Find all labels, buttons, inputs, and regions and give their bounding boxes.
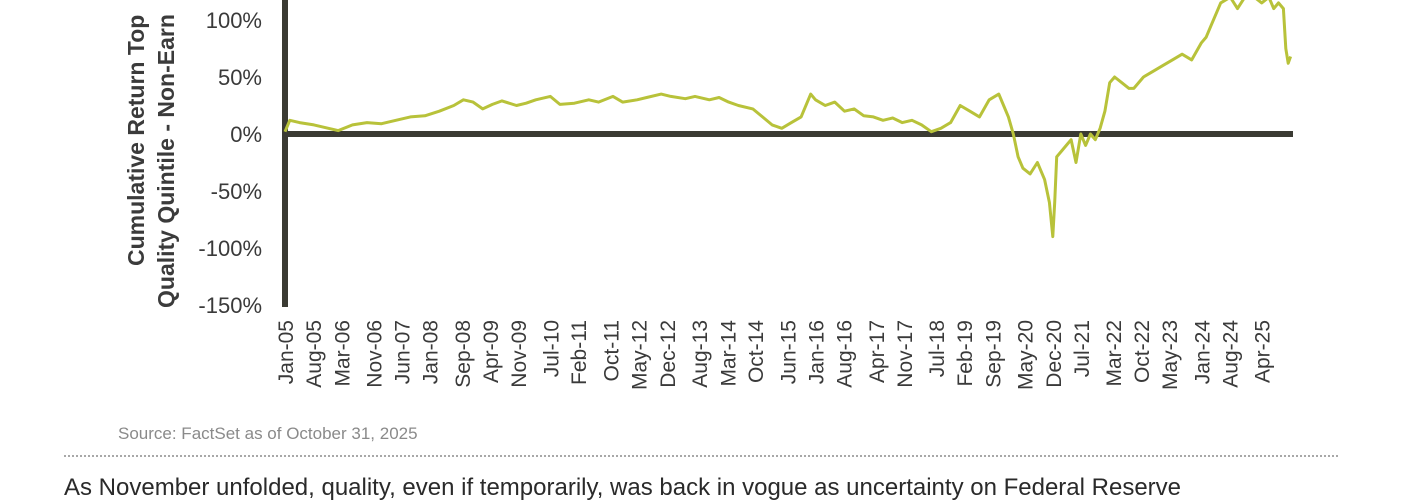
x-tick-label: Jan-16 [806, 320, 829, 384]
x-tick-label: May-12 [629, 320, 652, 390]
x-tick-label: Aug-24 [1219, 320, 1242, 388]
series-group [283, 0, 1293, 239]
x-tick-label: Dec-12 [657, 320, 680, 388]
x-tick-label: Apr-25 [1252, 320, 1275, 383]
x-tick-label: Jul-10 [540, 320, 563, 377]
y-tick-label: -100% [198, 236, 262, 261]
x-tick-label: Mar-06 [331, 320, 354, 387]
series-line [283, 0, 1293, 239]
source-note: Source: FactSet as of October 31, 2025 [118, 424, 418, 443]
x-tick-label: Jun-15 [778, 320, 801, 384]
x-tick-label: Mar-22 [1103, 320, 1126, 387]
x-tick-label: May-20 [1014, 320, 1037, 390]
y-axis-label: Cumulative Return Top Quality Quintile -… [123, 14, 179, 308]
y-tick-label: 50% [218, 65, 262, 90]
body-paragraph: As November unfolded, quality, even if t… [64, 474, 1182, 501]
y-tick-labels: -150% -100% -50% 0% 50% 100% [198, 8, 262, 318]
y-axis-label-line1: Cumulative Return Top [123, 15, 149, 266]
line-chart: -150%-100%-50%0%50%100% Jan-05 Aug-05 Mar-… [198, 0, 1293, 390]
x-tick-label: May-23 [1159, 320, 1182, 390]
x-tick-label: Nov-06 [363, 320, 386, 388]
x-tick-label: Mar-14 [717, 320, 740, 387]
x-tick-label: Sep-08 [452, 320, 475, 388]
y-tick-label: 0% [230, 122, 262, 147]
x-tick-label: Jul-18 [926, 320, 949, 377]
x-tick-label: Dec-20 [1043, 320, 1066, 388]
x-tick-label: Nov-17 [894, 320, 917, 388]
x-tick-label: Jan-24 [1191, 320, 1214, 385]
x-tick-label: Apr-09 [480, 320, 503, 383]
y-tick-label: 100% [206, 8, 262, 33]
y-tick-label: -50% [211, 179, 262, 204]
x-tick-label: Feb-11 [568, 320, 591, 385]
x-tick-label: Jun-07 [392, 320, 415, 384]
dotted-divider [64, 455, 1338, 457]
x-tick-label: Oct-14 [745, 320, 768, 383]
x-tick-label: Apr-17 [866, 320, 889, 383]
y-tick-label: -150% [198, 293, 262, 318]
x-tick-label: Feb-19 [954, 320, 977, 387]
x-tick-label: Oct-11 [601, 320, 624, 381]
x-tick-label: Aug-13 [689, 320, 712, 388]
x-tick-label: Jan-08 [420, 320, 443, 384]
x-tick-label: Oct-22 [1131, 320, 1154, 383]
x-tick-label: Sep-19 [983, 320, 1006, 388]
y-axis-label-line2: Quality Quintile - Non-Earn [153, 14, 179, 308]
x-tick-label: Jul-21 [1071, 320, 1094, 377]
x-tick-label: Nov-09 [508, 320, 531, 388]
x-tick-label: Aug-16 [833, 320, 856, 388]
x-tick-labels: Jan-05 Aug-05 Mar-06 Nov-06 Jun-07 Jan-08 Sep-… [275, 320, 1275, 390]
x-tick-label: Jan-05 [275, 320, 298, 384]
x-tick-label: Aug-05 [303, 320, 326, 388]
